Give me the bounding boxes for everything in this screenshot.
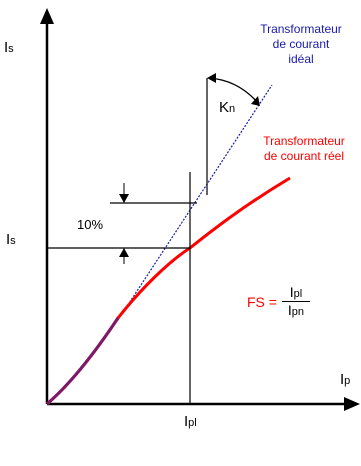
ten-percent-label: 10% <box>77 217 104 232</box>
ideal-label-line1: Transformateur <box>260 22 342 36</box>
shared-curve-segment <box>46 317 120 406</box>
ideal-label-line2: de courant <box>272 37 330 51</box>
y-tick-is-label: Is <box>6 231 16 248</box>
x-tick-ipl-label: Ipl <box>184 413 197 430</box>
kn-arc-arrow-right <box>251 96 260 106</box>
fs-label: FS = <box>247 293 277 310</box>
x-axis-label: Ip <box>340 371 351 388</box>
y-axis-label: Is <box>4 39 14 56</box>
real-transformer-label: Transformateur de courant réel <box>248 134 360 164</box>
real-label-line1: Transformateur <box>263 134 345 148</box>
real-label-line2: de courant réel <box>263 149 345 163</box>
kn-label: Kn <box>219 99 236 116</box>
ideal-transformer-label: Transformateur de courant idéal <box>246 22 356 67</box>
kn-arc-arrow-left <box>207 73 216 83</box>
x-axis-arrow <box>344 397 360 411</box>
fraction-bar <box>281 301 310 303</box>
fs-fraction: Ipl Ipn <box>281 284 310 319</box>
fs-formula: FS = Ipl Ipn <box>247 284 310 319</box>
fs-denominator: Ipn <box>287 302 305 319</box>
ten-percent-arrow-bottom <box>119 248 129 257</box>
y-axis-arrow <box>40 8 54 24</box>
ideal-label-line3: idéal <box>288 52 314 66</box>
fs-numerator: Ipl <box>289 284 303 300</box>
ten-percent-arrow-top <box>119 194 129 203</box>
